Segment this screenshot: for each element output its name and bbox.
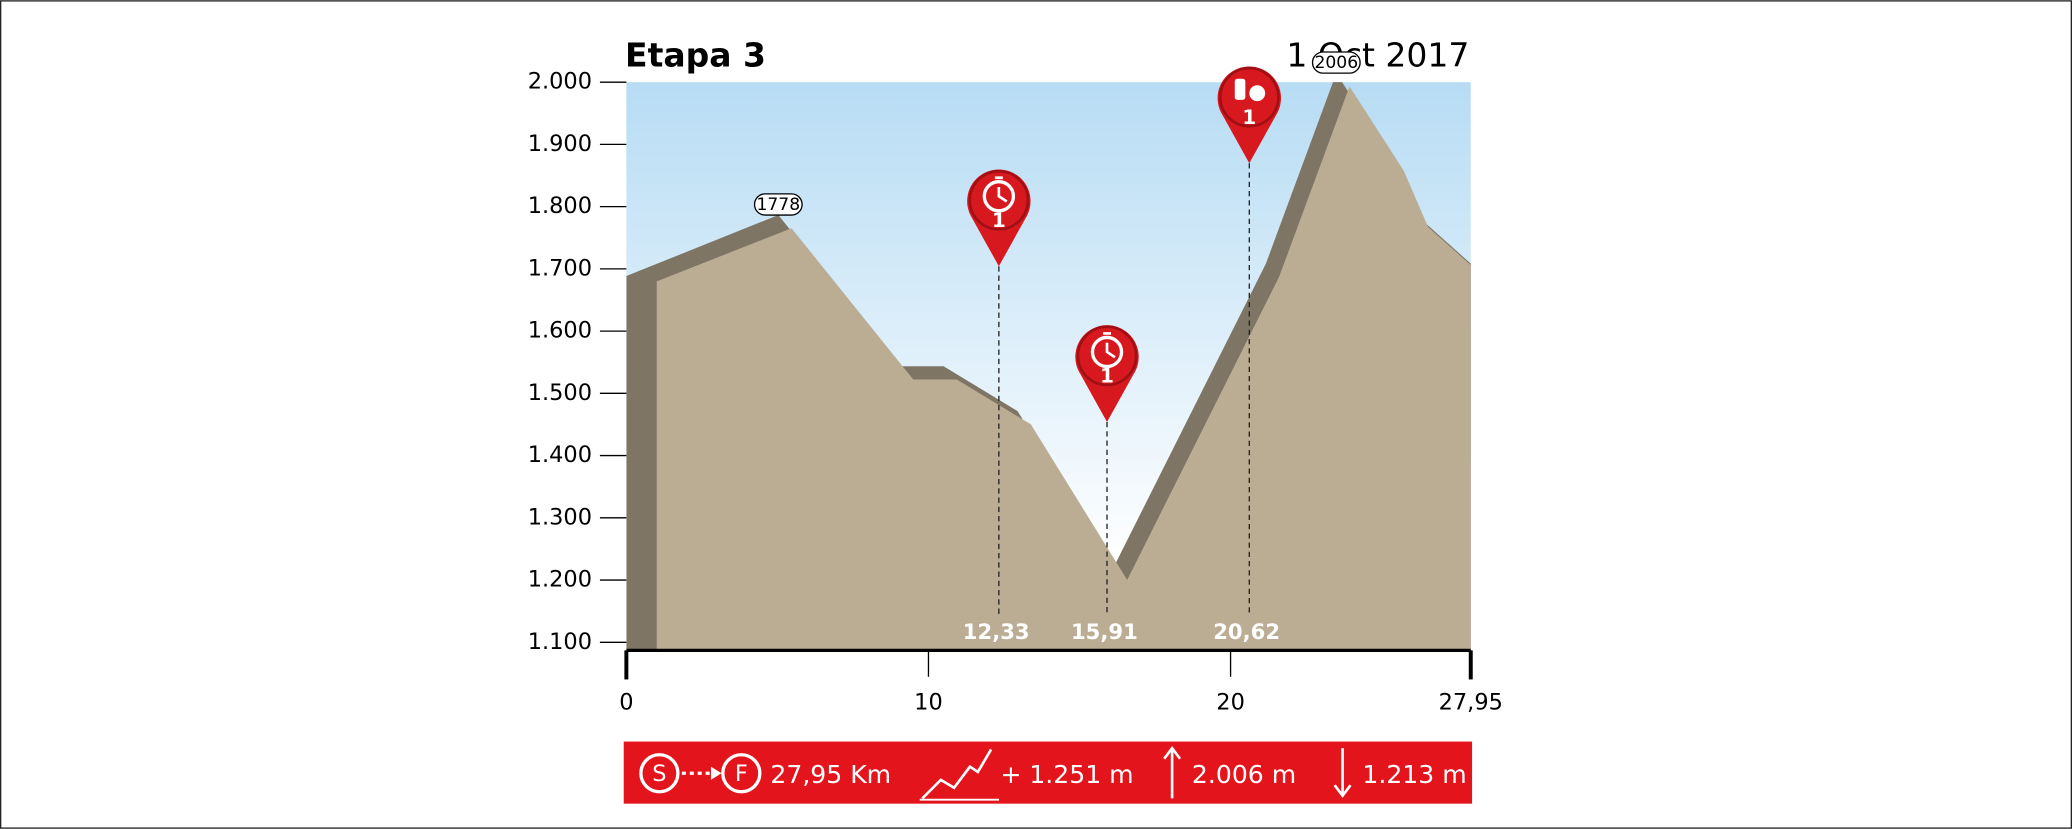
summary-bg bbox=[623, 741, 1473, 804]
start-letter: S bbox=[652, 761, 666, 787]
y-tick-label: 1.300 bbox=[528, 504, 592, 530]
pin-ring bbox=[1076, 325, 1138, 387]
marker: 12,33 1 bbox=[963, 169, 1031, 644]
y-tick-label: 1.900 bbox=[528, 131, 592, 157]
timer-icon bbox=[1090, 335, 1124, 369]
marker-label: 20,62 bbox=[1213, 619, 1280, 644]
y-tick-label: 1.700 bbox=[528, 255, 592, 281]
timer-hands bbox=[994, 176, 1008, 203]
x-tick-label: 20 bbox=[1216, 690, 1245, 716]
peak-badge bbox=[753, 193, 803, 216]
summary-bar: S F 27,95 Km + 1.251 m 2.006 m 1.213 m bbox=[623, 741, 1473, 804]
timer-hands bbox=[1103, 332, 1116, 359]
y-tick-label: 1.800 bbox=[528, 193, 592, 219]
peak: 1778 bbox=[753, 193, 803, 216]
arrow-head bbox=[710, 766, 722, 780]
finish-letter: F bbox=[735, 761, 748, 787]
finish-icon bbox=[721, 753, 762, 794]
pin bbox=[1217, 66, 1282, 164]
distance: 27,95 Km bbox=[770, 760, 891, 789]
max-arrow bbox=[1163, 745, 1182, 760]
chart-title: Etapa 3 bbox=[625, 36, 766, 75]
min-arrow bbox=[1333, 784, 1352, 798]
y-tick-label: 1.100 bbox=[528, 629, 592, 655]
y-tick-label: 1.500 bbox=[528, 380, 592, 406]
y-tick-label: 1.600 bbox=[528, 318, 592, 344]
ascent: + 1.251 m bbox=[1000, 760, 1133, 789]
apple-icon bbox=[1249, 85, 1266, 102]
marker-label: 15,91 bbox=[1071, 619, 1138, 644]
ascent-icon bbox=[921, 748, 993, 800]
pin-number: 1 bbox=[992, 209, 1006, 232]
x-tick-label: 10 bbox=[914, 690, 943, 716]
timer-icon bbox=[982, 180, 1016, 213]
max-elevation: 2.006 m bbox=[1192, 760, 1296, 789]
plot bbox=[626, 82, 1471, 651]
pin-ring bbox=[968, 169, 1030, 231]
peak-badge bbox=[1311, 51, 1361, 74]
start-icon bbox=[639, 753, 680, 794]
marker: 20,62 1 bbox=[1213, 66, 1282, 644]
peak-label: 2006 bbox=[1314, 53, 1358, 73]
x-tick-label: 27,95 bbox=[1439, 690, 1503, 716]
marker-label: 12,33 bbox=[963, 619, 1030, 644]
terrain bbox=[656, 86, 1471, 651]
y-tick-label: 1.200 bbox=[528, 567, 592, 593]
marker: 15,91 1 bbox=[1071, 325, 1139, 644]
y-tick-label: 1.400 bbox=[528, 442, 592, 468]
peak-label: 1778 bbox=[756, 195, 800, 215]
x-tick-label: 0 bbox=[619, 690, 633, 716]
bottle-icon bbox=[1234, 78, 1246, 100]
pin-ring bbox=[1218, 66, 1280, 128]
y-tick-label: 2.000 bbox=[528, 69, 592, 95]
pin-number: 1 bbox=[1100, 365, 1114, 388]
peak: 2006 bbox=[1311, 51, 1361, 74]
min-elevation: 1.213 m bbox=[1362, 760, 1466, 789]
pin-number: 1 bbox=[1242, 106, 1256, 129]
